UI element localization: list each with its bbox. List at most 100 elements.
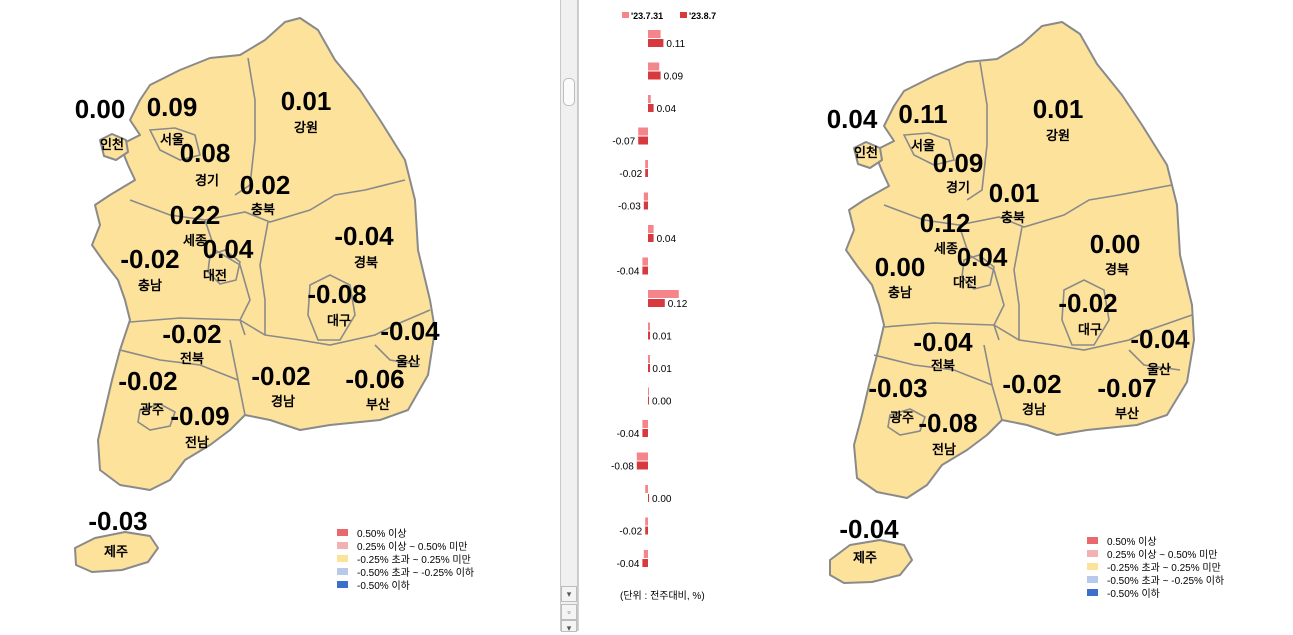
bar: [636, 461, 648, 470]
legend-label: 0.25% 이상 ~ 0.50% 미만: [1107, 549, 1217, 561]
incheon-island: [99, 133, 129, 161]
panel-divider: [578, 0, 579, 631]
region-name: 울산: [396, 354, 420, 369]
legend-label: 0.50% 이상: [357, 528, 407, 540]
region-name: 충북: [251, 202, 275, 217]
bar: [645, 526, 648, 535]
region-value: -0.04: [380, 316, 440, 346]
weekly-change-bar-chart: '23.7.31 '23.8.7 0.11 0.09 0.04 -0.07 -0.02 -0…: [611, 11, 716, 602]
region-value: 0.22: [170, 200, 221, 230]
region-value: -0.07: [1097, 373, 1156, 403]
bar: [642, 429, 648, 437]
region-value: -0.04: [334, 221, 394, 251]
bar: [648, 396, 649, 405]
region-name: 제주: [104, 544, 128, 559]
legend-label: -0.25% 초과 ~ 0.25% 미만: [357, 554, 471, 566]
region-value: -0.08: [918, 408, 977, 438]
bar-value-label: 0.01: [652, 364, 672, 375]
region-value: -0.02: [1058, 288, 1117, 318]
region-name: 대구: [1078, 322, 1102, 337]
region-name: 충북: [1001, 210, 1025, 225]
region-name: 서울: [911, 138, 935, 153]
region-value: -0.04: [839, 514, 899, 544]
bar: [648, 331, 650, 340]
vertical-scrollbar[interactable]: [560, 0, 578, 631]
region-value: 0.00: [1090, 229, 1141, 259]
bar-value-label: 0.00: [652, 494, 672, 505]
bar: [636, 452, 648, 461]
region-name: 울산: [1147, 362, 1171, 377]
bar: [642, 257, 648, 266]
region-name: 충남: [888, 285, 912, 300]
legend-swatch: [337, 568, 348, 575]
region-value: -0.02: [1002, 369, 1061, 399]
region-value: -0.06: [345, 364, 404, 394]
region-value: -0.03: [88, 506, 147, 536]
region-name: 경남: [271, 394, 295, 409]
bar: [648, 234, 654, 242]
region-value: -0.03: [868, 373, 927, 403]
bar-value-label: -0.08: [611, 462, 634, 473]
bar: [648, 30, 661, 38]
bar: [642, 420, 648, 428]
region-name: 서울: [160, 132, 184, 147]
region-name: 경기: [946, 180, 970, 195]
left-region-map: 0.00 인천 0.09 서울0.08 경기 0.01 강원 0.02 충북 0.22 세종 -0.0…: [74, 17, 474, 592]
region-name: 전북: [180, 351, 204, 366]
bar: [638, 136, 648, 145]
legend-label: -0.50% 이하: [1107, 587, 1160, 600]
bar-value-label: 0.09: [664, 72, 684, 83]
bar: [645, 485, 648, 493]
region-name: 전남: [932, 442, 956, 457]
region-name: 광주: [890, 410, 914, 425]
region-name: 경북: [1105, 262, 1129, 277]
bar-value-label: -0.04: [617, 559, 640, 570]
region-value: -0.02: [120, 244, 179, 274]
region-name: 충남: [138, 278, 162, 293]
bar: [642, 266, 648, 275]
legend-swatch: [1087, 537, 1098, 544]
region-value: 0.09: [933, 148, 984, 178]
region-name: 경남: [1022, 402, 1046, 417]
bar: [645, 160, 648, 168]
region-value: 0.04: [827, 104, 878, 134]
region-value: 0.11: [898, 99, 947, 129]
legend-swatch: [1087, 589, 1098, 596]
bar-value-label: -0.07: [612, 137, 635, 148]
region-value: -0.09: [170, 401, 229, 431]
bar: [648, 322, 650, 331]
region-value: 0.08: [180, 138, 231, 168]
region-name: 경북: [354, 255, 378, 270]
legend-swatch: [1087, 550, 1098, 557]
bar: [645, 169, 648, 177]
region-value: 0.02: [240, 170, 291, 200]
legend-label: -0.50% 이하: [357, 579, 410, 592]
bar: [648, 290, 679, 298]
region-name: 대구: [327, 313, 351, 328]
region-value: -0.04: [913, 327, 973, 357]
bar-legend-swatch: [680, 12, 687, 18]
scroll-down-button[interactable]: ▾: [561, 586, 577, 602]
map-outline: [74, 17, 436, 573]
scroll-page-button[interactable]: ▫: [561, 604, 577, 620]
bar: [648, 39, 664, 47]
region-value: -0.02: [251, 361, 310, 391]
bar-value-label: 0.12: [668, 299, 688, 310]
region-name: 세종: [183, 233, 207, 248]
bar: [648, 95, 651, 103]
scroll-end-button[interactable]: ▾: [561, 620, 577, 633]
region-name: 인천: [854, 145, 878, 160]
region-name: 부산: [366, 397, 390, 412]
left-legend: 0.50% 이상0.25% 이상 ~ 0.50% 미만-0.25% 초과 ~ 0…: [337, 528, 474, 592]
scrollbar-thumb[interactable]: [563, 78, 575, 106]
bar-legend-label: '23.8.7: [689, 11, 716, 21]
unit-note: (단위 : 전주대비, %): [620, 589, 705, 602]
bar: [645, 517, 648, 526]
region-name: 경기: [195, 173, 219, 188]
bar: [648, 387, 649, 396]
jeju-island: [829, 539, 913, 584]
region-value: -0.04: [1130, 324, 1190, 354]
bar-legend: '23.7.31 '23.8.7: [622, 11, 716, 21]
legend-label: 0.25% 이상 ~ 0.50% 미만: [357, 541, 467, 553]
legend-label: -0.50% 초과 ~ -0.25% 이하: [357, 566, 474, 579]
